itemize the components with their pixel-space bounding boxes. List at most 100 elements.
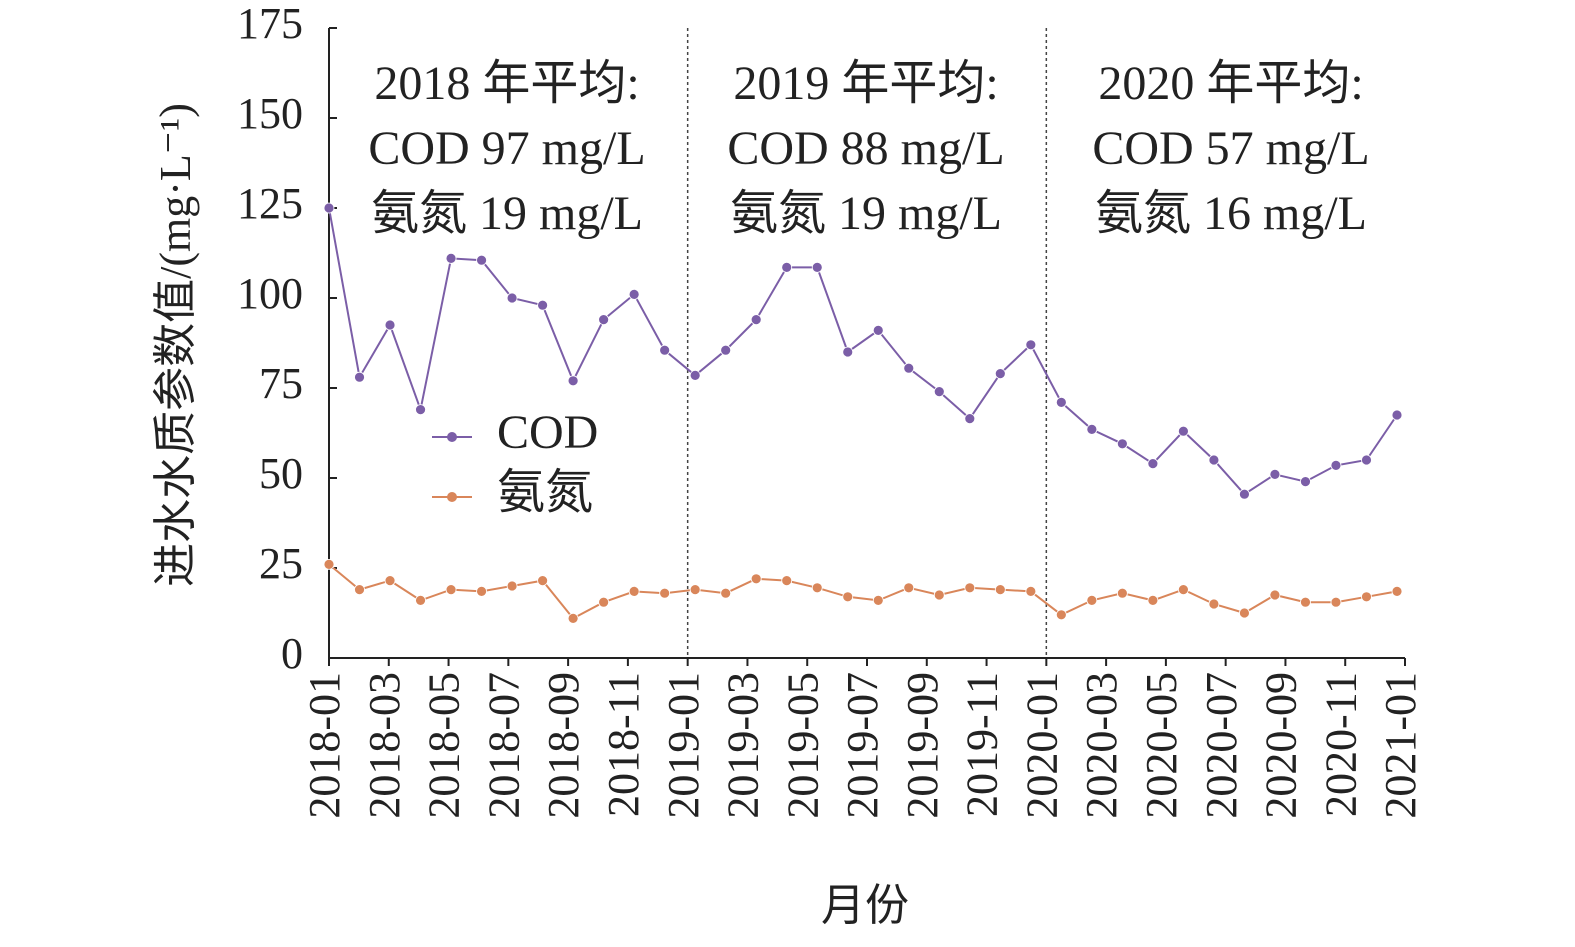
x-tick-label: 2018-09 <box>539 672 588 819</box>
x-tick-label: 2019-11 <box>958 672 1007 817</box>
data-point <box>1025 339 1037 351</box>
data-point <box>1361 454 1372 466</box>
x-tick-label: 2018-01 <box>300 672 349 819</box>
legend-marker <box>447 432 457 442</box>
data-point <box>445 252 457 264</box>
data-point <box>323 559 335 570</box>
data-point <box>1269 468 1281 480</box>
data-point <box>872 324 884 336</box>
data-point <box>1391 586 1403 597</box>
y-tick-label: 175 <box>237 0 303 48</box>
data-point <box>567 613 579 624</box>
x-tick-label: 2018-11 <box>599 672 648 817</box>
data-point <box>1208 454 1220 466</box>
annotation: 2018 年平均: <box>374 57 639 110</box>
data-point <box>933 589 945 601</box>
data-point <box>964 413 976 425</box>
x-tick-label: 2020-09 <box>1257 672 1306 819</box>
data-point <box>994 368 1006 380</box>
x-tick-label: 2019-05 <box>778 672 827 819</box>
data-point <box>933 386 945 398</box>
x-axis-label: 月份 <box>821 881 909 930</box>
data-point <box>1147 595 1159 606</box>
data-point <box>476 254 487 266</box>
data-point <box>598 314 610 326</box>
x-tick-label: 2020-07 <box>1197 672 1246 819</box>
data-point <box>415 404 426 416</box>
data-point <box>1116 438 1128 450</box>
data-point <box>750 314 762 326</box>
y-tick-label: 125 <box>237 179 303 228</box>
x-tick-label: 2019-07 <box>838 672 887 819</box>
data-point <box>1269 589 1281 601</box>
data-point <box>659 587 671 599</box>
data-point <box>1208 598 1220 610</box>
data-point <box>1025 586 1037 597</box>
x-tick-label: 2018-07 <box>479 672 528 819</box>
legend-marker <box>447 492 457 502</box>
data-point <box>750 573 762 585</box>
data-point <box>598 596 610 608</box>
data-point <box>1330 596 1342 608</box>
data-point <box>1116 587 1128 599</box>
data-point <box>689 369 701 381</box>
series-line <box>328 207 1398 496</box>
data-point <box>781 575 793 586</box>
data-point <box>323 202 335 214</box>
y-tick-label: 100 <box>237 269 303 318</box>
annotation: COD 57 mg/L <box>1092 122 1369 175</box>
data-point <box>842 346 854 358</box>
annotation: 2020 年平均: <box>1098 57 1363 110</box>
annotation: 氨氮 19 mg/L <box>371 187 643 240</box>
data-point <box>537 575 548 586</box>
legend-label: COD <box>497 406 598 459</box>
data-point <box>1239 607 1250 619</box>
y-tick-label: 75 <box>259 359 303 408</box>
data-point <box>1178 425 1189 437</box>
x-tick-label: 2019-09 <box>898 672 947 819</box>
data-point <box>964 582 976 594</box>
x-tick-label: 2019-03 <box>719 672 768 819</box>
data-point <box>506 292 518 304</box>
legend-label: 氨氮 <box>497 466 593 519</box>
data-point <box>811 261 823 273</box>
annotation: COD 88 mg/L <box>727 122 1004 175</box>
x-tick-label: 2018-03 <box>360 672 409 819</box>
data-point <box>842 591 854 603</box>
x-tick-label: 2020-11 <box>1316 672 1365 817</box>
data-point <box>628 586 640 597</box>
x-tick-label: 2020-05 <box>1137 672 1186 819</box>
annotation: 氨氮 16 mg/L <box>1095 187 1367 240</box>
data-point <box>1178 584 1189 595</box>
data-point <box>1300 476 1311 488</box>
data-point <box>872 595 884 606</box>
data-point <box>1086 595 1098 606</box>
data-point <box>1147 458 1159 470</box>
data-point <box>384 319 396 331</box>
data-point <box>689 584 701 595</box>
data-point <box>628 288 640 300</box>
y-tick-label: 25 <box>259 539 303 588</box>
x-tick-label: 2018-05 <box>420 672 469 819</box>
data-point <box>354 584 365 595</box>
x-tick-label: 2019-01 <box>659 672 708 819</box>
data-point <box>811 582 823 594</box>
data-point <box>781 261 793 273</box>
data-point <box>903 362 915 374</box>
y-tick-label: 150 <box>237 89 303 138</box>
annotation: 2019 年平均: <box>733 57 998 110</box>
series-line <box>328 563 1398 620</box>
data-point <box>1055 396 1067 408</box>
data-point <box>537 299 548 311</box>
data-point <box>1330 459 1342 471</box>
data-point <box>659 344 671 356</box>
data-point <box>903 582 915 594</box>
data-point <box>445 584 457 595</box>
data-point <box>1055 609 1067 621</box>
x-tick-label: 2020-01 <box>1017 672 1066 819</box>
data-point <box>720 587 732 599</box>
data-point <box>1361 591 1372 603</box>
data-point <box>994 584 1006 595</box>
data-point <box>1300 596 1311 608</box>
